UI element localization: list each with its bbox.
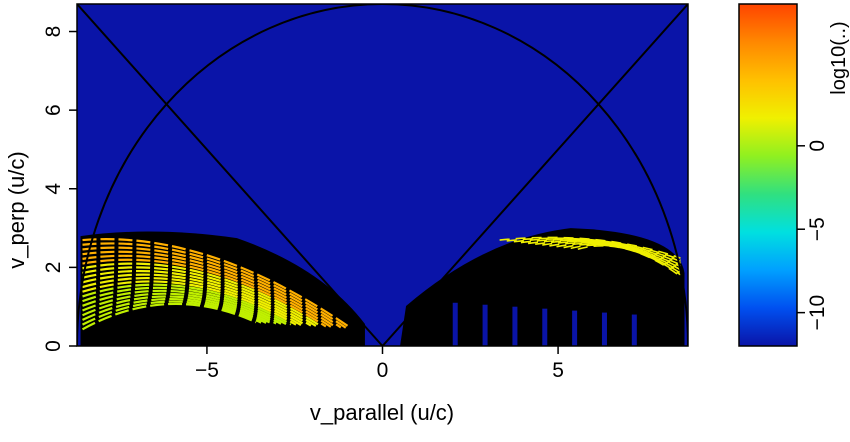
region-footprint [400,228,685,346]
y-tick-label: 2 [42,262,65,274]
region-arc [82,273,307,327]
y-tick-label: 0 [42,340,65,352]
region-arc [82,242,347,329]
region-gap [482,304,488,346]
region-right [400,228,685,346]
region-arc [82,289,282,325]
region-gap [631,314,637,346]
y-tick-label: 6 [42,104,65,116]
x-axis: −5 0 5 [195,346,564,382]
x-tick-label: −5 [195,359,219,382]
region-arc [520,238,681,264]
y-axis: 0 2 4 6 8 [42,26,77,352]
colorbar-axis: −10 −5 0 [797,140,829,330]
region-arc [506,237,681,261]
region-arc [81,302,257,331]
x-axis-label: v_parallel (u/c) [310,400,454,425]
region-arc [82,269,312,327]
colorbar-label: log10(..) [828,21,850,94]
region-arc [82,295,272,325]
overlay-semicircle [77,4,688,346]
region-left [80,231,365,346]
region-arc [82,283,292,326]
region-gap [601,312,607,346]
region-arc [82,258,327,328]
colorbar [738,3,798,347]
region-arc [82,266,317,327]
y-axis-label: v_perp (u/c) [4,151,29,268]
region-arc [82,254,332,328]
region-arc [82,280,297,326]
region-gap [512,306,518,346]
region-arc [82,262,322,328]
region-arc [82,238,352,329]
x-tick-label: 5 [552,359,564,382]
region-gap [572,310,578,346]
overlay-lines [77,4,688,346]
region-arc [513,238,681,263]
region-arc [82,276,302,326]
y-tick-label: 8 [42,26,65,38]
region-arc [499,236,681,259]
region-arc [570,244,681,276]
region-arc [82,250,337,329]
heatmap-regions [80,228,685,346]
region-arc [577,245,681,278]
region-gap [542,308,548,346]
x-tick-label: 0 [377,359,389,382]
region-arc [535,240,681,268]
y-tick-label: 4 [42,183,65,195]
region-arc [527,239,681,266]
region-arc [82,300,262,326]
region-gap [452,302,458,346]
region-arc [82,246,342,329]
colorbar-tick-label: −10 [806,295,829,331]
overlay-line [381,4,688,346]
overlay-line [77,4,384,346]
region-arc [82,298,267,324]
colorbar-tick-label: −5 [806,217,829,241]
region-arc [82,292,277,325]
region-arc [82,286,287,326]
region-arc [556,242,681,273]
colorbar-tick-label: 0 [806,140,829,152]
